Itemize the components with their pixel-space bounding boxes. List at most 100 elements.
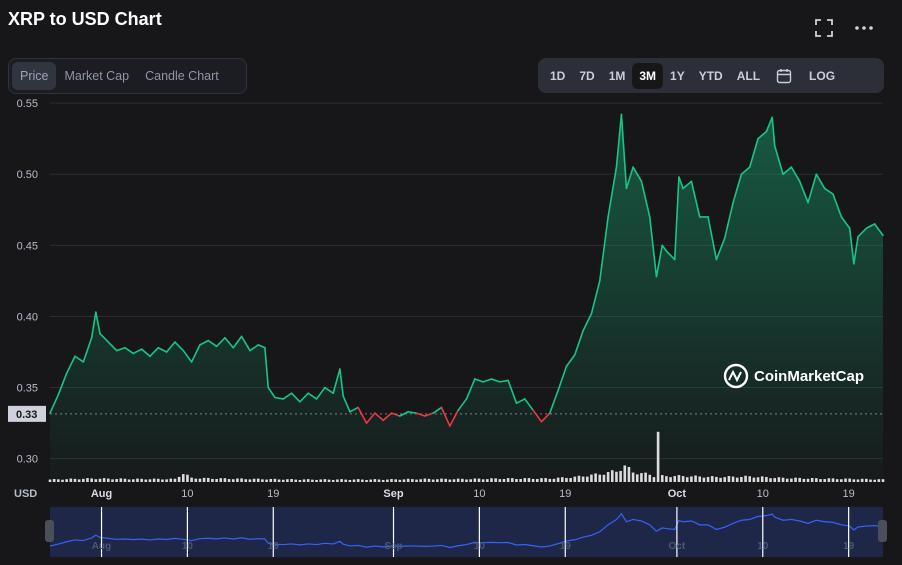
volume-bar xyxy=(877,479,881,482)
volume-bar xyxy=(490,478,493,482)
price-segment xyxy=(65,355,76,375)
tab-price[interactable]: Price xyxy=(12,62,57,90)
volume-bar xyxy=(690,476,693,482)
volume-bar xyxy=(673,476,677,482)
volume-bar xyxy=(219,478,223,482)
volume-bar xyxy=(569,478,572,482)
volume-bar xyxy=(823,479,826,482)
volume-bar xyxy=(448,479,452,482)
price-segment xyxy=(474,378,484,383)
volume-bar xyxy=(265,479,268,482)
price-segment xyxy=(182,349,193,363)
volume-bar xyxy=(623,465,627,482)
volume-bar xyxy=(415,479,418,482)
volume-bar xyxy=(86,478,89,482)
navigator-tick-label: 10 xyxy=(182,541,194,552)
volume-bar xyxy=(840,479,843,482)
price-segment xyxy=(95,311,101,335)
calendar-icon[interactable] xyxy=(776,68,792,84)
volume-bar xyxy=(860,478,864,482)
volume-bar xyxy=(215,478,218,482)
tab-candle-chart[interactable]: Candle Chart xyxy=(145,69,219,83)
navigator-right-handle xyxy=(878,520,887,542)
volume-bar xyxy=(206,477,210,482)
price-segment xyxy=(149,346,160,358)
price-segment xyxy=(807,173,818,204)
price-segment xyxy=(365,412,376,424)
y-tick-label: 0.35 xyxy=(17,383,38,395)
baseline-value-label: 0.33 xyxy=(16,409,37,421)
expand-icon[interactable] xyxy=(813,17,835,39)
navigator-tick-label: 19 xyxy=(268,541,280,552)
volume-bar xyxy=(773,478,777,482)
volume-bar xyxy=(473,478,477,482)
price-segment xyxy=(590,280,601,315)
tab-market-cap[interactable]: Market Cap xyxy=(64,69,130,83)
volume-bar xyxy=(344,479,348,482)
volume-bar xyxy=(873,479,876,482)
volume-bar xyxy=(835,479,839,482)
price-segment xyxy=(707,216,718,261)
y-axis-ticks: 0.55 0.50 0.45 0.40 0.35 0.30 xyxy=(17,98,38,466)
navigator-line xyxy=(49,512,884,549)
range-navigator: Aug 10 19 Sep 10 19 Oct 10 19 xyxy=(45,507,887,557)
price-segment xyxy=(107,341,118,352)
volume-bar xyxy=(340,479,343,482)
log-scale-toggle[interactable]: LOG xyxy=(809,68,836,83)
price-segment xyxy=(140,348,151,358)
price-segment xyxy=(424,412,434,417)
price-segment xyxy=(573,329,584,356)
more-dots-icon[interactable] xyxy=(853,17,875,39)
price-segment xyxy=(90,311,97,339)
volume-bar xyxy=(752,477,756,482)
price-segment xyxy=(342,395,351,413)
volume-bar xyxy=(169,478,173,482)
baseline-value-box xyxy=(8,405,46,422)
price-segment xyxy=(853,236,859,265)
volume-bar xyxy=(581,476,585,482)
range-1d[interactable]: 1D xyxy=(550,68,566,83)
price-segment xyxy=(232,335,243,349)
volume-bar xyxy=(427,478,431,482)
volume-bar xyxy=(94,479,98,482)
volume-bar xyxy=(585,476,589,482)
price-segment xyxy=(865,223,876,230)
price-line xyxy=(49,113,884,427)
volume-bar xyxy=(698,476,702,482)
volume-bar xyxy=(735,477,739,482)
volume-bar xyxy=(598,474,602,482)
volume-bar xyxy=(194,478,198,482)
volume-bar xyxy=(173,478,177,482)
price-segment xyxy=(678,176,684,190)
volume-bar xyxy=(760,476,764,482)
price-segment xyxy=(290,392,301,403)
volume-bar xyxy=(161,479,164,482)
range-1m[interactable]: 1M xyxy=(608,68,626,83)
price-segment xyxy=(382,412,393,422)
navigator-tick-label: 10 xyxy=(474,541,486,552)
volume-bar xyxy=(810,477,814,482)
volume-bar xyxy=(856,479,860,482)
volume-bar xyxy=(798,477,801,482)
range-ytd[interactable]: YTD xyxy=(698,68,723,83)
range-3m[interactable]: 3M xyxy=(632,62,664,89)
price-segment xyxy=(540,412,551,423)
range-all[interactable]: ALL xyxy=(736,68,761,83)
price-segment xyxy=(661,244,668,252)
price-segment xyxy=(274,396,285,400)
range-7d[interactable]: 7D xyxy=(579,68,595,83)
volume-bar xyxy=(136,478,139,482)
volume-bar xyxy=(831,478,835,482)
volume-bar xyxy=(494,478,497,482)
volume-bar xyxy=(402,479,406,482)
volume-bar xyxy=(286,479,289,482)
volume-bar xyxy=(648,474,652,482)
volume-bar xyxy=(73,478,77,482)
volume-bar xyxy=(119,478,123,482)
price-segment xyxy=(507,379,518,405)
price-segment xyxy=(357,406,368,424)
price-segment xyxy=(840,216,851,230)
range-1y[interactable]: 1Y xyxy=(670,68,685,83)
volume-bar xyxy=(256,478,260,482)
volume-bar xyxy=(506,478,510,482)
